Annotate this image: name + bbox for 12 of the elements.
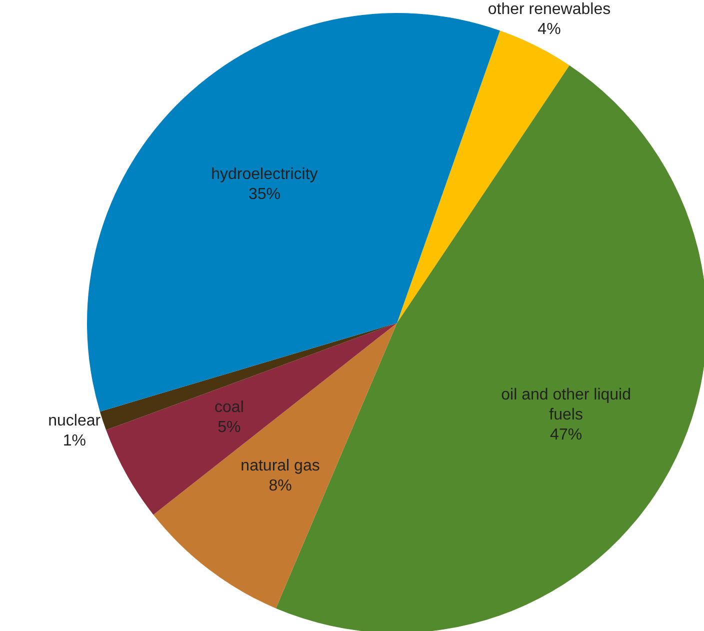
data-label: 35% bbox=[248, 185, 280, 202]
data-label: 1% bbox=[62, 432, 86, 449]
slice-label: oil and other liquid fuels bbox=[501, 386, 632, 423]
data-label: 8% bbox=[268, 477, 292, 494]
data-label: 47% bbox=[550, 426, 582, 443]
slice-label: natural gas bbox=[240, 457, 320, 474]
slice-label: other renewables bbox=[488, 0, 611, 18]
data-label: 4% bbox=[538, 20, 561, 38]
slice-label: hydroelectricity bbox=[211, 165, 318, 182]
data-label: 5% bbox=[218, 418, 241, 436]
slice-label: nuclear bbox=[48, 412, 102, 429]
slice-label: coal bbox=[214, 398, 244, 416]
